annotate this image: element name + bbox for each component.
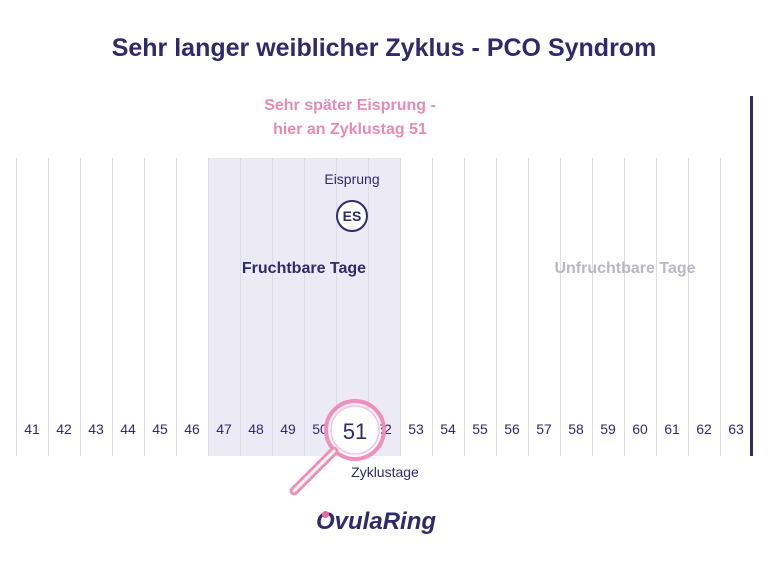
- day-label-50: 50: [312, 421, 328, 437]
- annotation-line-2: hier an Zyklustag 51: [273, 121, 427, 138]
- fertile-days-label: Fruchtbare Tage: [241, 260, 367, 277]
- x-axis-label: Zyklustage: [351, 464, 419, 480]
- day-gridline: [272, 158, 273, 456]
- day-label-42: 42: [56, 421, 72, 437]
- day-gridline: [144, 158, 145, 456]
- day-gridline: [240, 158, 241, 456]
- day-gridline: [336, 158, 337, 456]
- day-label-58: 58: [568, 421, 584, 437]
- logo-dot: [322, 511, 329, 518]
- day-gridline: [16, 158, 17, 456]
- logo-text: OvulaRing: [316, 508, 437, 535]
- day-label-63: 63: [728, 421, 744, 437]
- day-gridline: [48, 158, 49, 456]
- cycle-end-marker: [750, 96, 753, 456]
- day-gridline: [688, 158, 689, 456]
- day-gridline: [112, 158, 113, 456]
- chart-title: Sehr langer weiblicher Zyklus - PCO Synd…: [111, 34, 657, 62]
- day-label-49: 49: [280, 421, 296, 437]
- day-gridline: [432, 158, 433, 456]
- day-label-61: 61: [664, 421, 680, 437]
- day-label-46: 46: [184, 421, 200, 437]
- day-gridline: [528, 158, 529, 456]
- day-gridline: [496, 158, 497, 456]
- day-label-43: 43: [88, 421, 104, 437]
- ovulation-badge: ES: [336, 200, 368, 232]
- day-label-62: 62: [696, 421, 712, 437]
- day-label-55: 55: [472, 421, 488, 437]
- day-label-45: 45: [152, 421, 168, 437]
- ovulation-annotation: Sehr später Eisprung - hier an Zyklustag…: [210, 94, 490, 142]
- day-label-47: 47: [216, 421, 232, 437]
- day-label-53: 53: [408, 421, 424, 437]
- day-gridline: [368, 158, 369, 456]
- magnifier-icon: [289, 399, 386, 496]
- day-label-41: 41: [24, 421, 40, 437]
- day-gridline: [720, 158, 721, 456]
- day-label-56: 56: [504, 421, 520, 437]
- ovulation-label: Eisprung: [324, 171, 380, 187]
- day-label-60: 60: [632, 421, 648, 437]
- day-gridline: [176, 158, 177, 456]
- day-gridline: [400, 158, 401, 456]
- day-gridline: [304, 158, 305, 456]
- day-label-48: 48: [248, 421, 264, 437]
- day-gridline: [208, 158, 209, 456]
- day-gridline: [624, 158, 625, 456]
- day-gridline: [80, 158, 81, 456]
- day-gridline: [560, 158, 561, 456]
- day-label-57: 57: [536, 421, 552, 437]
- infertile-days-label: Unfruchtbare Tage: [554, 260, 696, 277]
- annotation-line-1: Sehr später Eisprung -: [264, 97, 436, 114]
- day-gridline: [656, 158, 657, 456]
- day-label-59: 59: [600, 421, 616, 437]
- day-gridline: [464, 158, 465, 456]
- magnified-day-number: 51: [342, 419, 368, 444]
- day-label-54: 54: [440, 421, 456, 437]
- day-gridline: [592, 158, 593, 456]
- ovularing-logo: OvulaRing: [316, 508, 456, 544]
- day-label-44: 44: [120, 421, 136, 437]
